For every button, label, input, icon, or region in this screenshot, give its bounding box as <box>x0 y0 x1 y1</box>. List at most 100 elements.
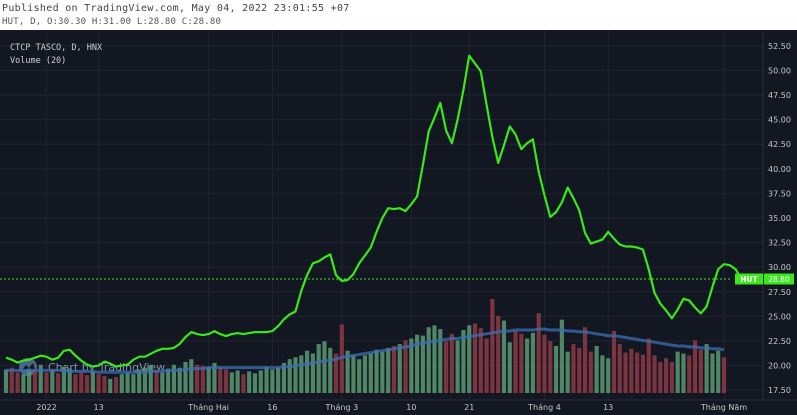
volume-bar <box>200 365 205 393</box>
x-tick-label: Tháng 4 <box>527 403 561 412</box>
volume-bar <box>698 349 703 393</box>
volume-bar <box>374 349 379 393</box>
y-tick-label: 17.50 <box>768 386 791 395</box>
volume-bar <box>536 313 541 393</box>
volume-bar <box>716 350 721 393</box>
volume-bar <box>305 350 310 393</box>
volume-bar <box>362 355 368 393</box>
symbol-label: HUT <box>740 275 758 284</box>
volume-bar <box>721 357 727 393</box>
y-tick-label: 37.50 <box>768 189 791 198</box>
volume-bar <box>368 353 373 393</box>
volume-bar <box>432 325 437 393</box>
volume-bar <box>264 366 269 393</box>
volume-bar <box>710 353 715 393</box>
volume-bar <box>692 340 698 393</box>
volume-bar <box>461 330 466 393</box>
volume-bar <box>212 362 217 393</box>
volume-bar <box>397 344 402 393</box>
y-tick-label: 52.50 <box>768 42 791 51</box>
symbol-label-box <box>735 273 763 285</box>
y-tick-label: 35.00 <box>768 214 791 223</box>
publish-header: Published on TradingView.com, May 04, 20… <box>0 0 797 30</box>
volume-bar <box>154 370 159 393</box>
volume-bar <box>119 374 124 393</box>
volume-bar <box>345 350 350 393</box>
volume-bar <box>38 364 43 393</box>
price-line <box>5 54 743 368</box>
volume-bar <box>322 341 327 393</box>
volume-bar <box>247 371 252 393</box>
volume-bar <box>386 347 391 393</box>
volume-bar <box>137 369 142 393</box>
y-tick-label: 20.00 <box>768 362 791 371</box>
y-axis[interactable]: 52.50 50.00 47.50 45.00 42.50 40.00 37.50 35.00… <box>762 30 791 400</box>
volume-bar <box>611 330 617 393</box>
x-tick-label: 16 <box>267 403 277 412</box>
volume-bar <box>658 361 663 393</box>
y-tick-label: 42.50 <box>768 140 791 149</box>
volume-bar <box>299 355 304 393</box>
volume-bar <box>357 359 362 393</box>
volume-bar <box>102 376 107 393</box>
volume-bar <box>519 333 524 393</box>
x-tick-label: 10 <box>406 403 416 412</box>
volume-bar <box>664 358 669 393</box>
y-tick-label: 40.00 <box>768 165 791 174</box>
volume-bar <box>600 355 605 393</box>
volume-bar <box>252 373 258 393</box>
volume-bar <box>84 375 90 393</box>
volume-bar <box>113 377 119 393</box>
volume-bar <box>449 333 454 393</box>
volume-bar <box>403 340 408 393</box>
volume-bar <box>438 329 443 393</box>
volume-bar <box>472 323 478 393</box>
volume-ma-line <box>6 327 725 374</box>
volume-bars <box>3 299 727 393</box>
volume-bar <box>594 346 599 393</box>
volume-bar <box>206 366 211 393</box>
x-tick-label: 21 <box>464 403 474 412</box>
volume-bar <box>229 372 234 393</box>
y-tick-label: 45.00 <box>768 116 791 125</box>
volume-bar <box>15 372 20 393</box>
y-tick-label: 47.50 <box>768 91 791 100</box>
volume-bar <box>704 344 709 393</box>
volume-bar <box>96 374 101 393</box>
volume-bar <box>617 344 622 393</box>
volume-bar <box>21 374 26 393</box>
volume-bar <box>108 378 113 393</box>
volume-bar <box>27 368 32 393</box>
x-tick-label: Tháng Năm <box>700 403 747 412</box>
volume-bar <box>171 364 177 393</box>
volume-bar <box>542 334 547 393</box>
volume-bar <box>125 372 130 393</box>
volume-bar <box>629 348 634 393</box>
price-chart[interactable]: Chart by TradingView 52.5050.0047.5045.0… <box>0 30 797 415</box>
y-tick-label: 50.00 <box>768 66 791 75</box>
volume-bar <box>90 371 95 393</box>
volume-bar <box>241 374 246 393</box>
volume-bar <box>223 369 229 393</box>
volume-bar <box>32 370 38 393</box>
volume-bar <box>426 327 431 393</box>
volume-bar <box>351 355 356 393</box>
volume-bar <box>623 352 628 393</box>
volume-bar <box>455 340 460 393</box>
volume-bar <box>606 358 611 393</box>
volume-bar <box>391 346 397 393</box>
volume-bar <box>160 372 165 393</box>
volume-bar <box>3 369 9 393</box>
y-tick-label: 22.50 <box>768 337 791 346</box>
volume-bar <box>571 344 576 393</box>
volume-bar <box>194 364 200 393</box>
volume-bar <box>478 328 483 393</box>
volume-bar <box>687 355 692 393</box>
volume-bar <box>79 372 84 393</box>
volume-bar <box>131 374 136 393</box>
y-tick-label: 25.00 <box>768 312 791 321</box>
x-axis[interactable]: 2022 13 Tháng Hai 16 Tháng 3 10 21 Tháng 4 13 Thá… <box>0 399 797 412</box>
last-price-value: 28.80 <box>768 275 790 284</box>
volume-bar <box>293 357 298 393</box>
volume-bar <box>507 342 512 393</box>
